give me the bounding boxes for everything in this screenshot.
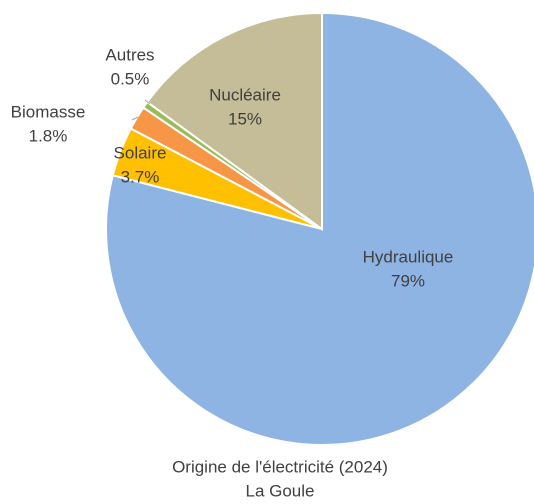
leader-line (131, 116, 139, 121)
leader-line (144, 99, 151, 105)
slice-value-label: 1.8% (29, 126, 68, 145)
slice-value-label: 0.5% (111, 69, 150, 88)
slice-value-label: 15% (228, 109, 262, 128)
pie (105, 11, 534, 446)
slice-label: Nucléaire (209, 85, 281, 104)
slice-label: Autres (105, 45, 154, 64)
slice-label: Solaire (114, 143, 167, 162)
slice-value-label: 3.7% (121, 167, 160, 186)
slice-value-label: 79% (391, 271, 425, 290)
pie-slice (145, 11, 323, 231)
slice-label: Hydraulique (363, 247, 454, 266)
chart-title: Origine de l'électricité (2024) (172, 457, 388, 476)
chart-subtitle: La Goule (246, 481, 315, 500)
slice-label: Biomasse (11, 102, 86, 121)
